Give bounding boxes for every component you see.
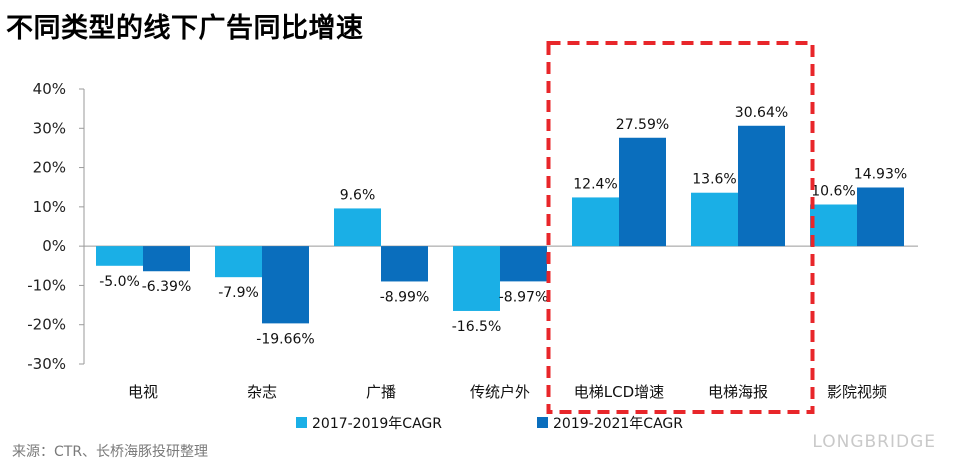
chart-title: 不同类型的线下广告同比增速 (6, 13, 364, 44)
bar-2-3 (381, 246, 428, 282)
y-tick-label: 40% (33, 80, 66, 98)
y-tick-label: 0% (42, 237, 66, 255)
y-tick-label: -30% (27, 355, 66, 373)
source-note: 来源：CTR、长桥海豚投研整理 (12, 444, 209, 460)
y-tick-label: 20% (33, 159, 66, 177)
category-label: 电梯海报 (708, 383, 768, 401)
legend-label: 2019-2021年CAGR (553, 416, 683, 432)
legend-swatch (537, 417, 548, 428)
data-label: -5.0% (99, 274, 140, 290)
bar-1-6 (691, 192, 738, 247)
data-label: -16.5% (452, 319, 502, 335)
data-label: 10.6% (811, 184, 855, 200)
bar-2-7 (857, 187, 904, 247)
y-tick-label: -10% (27, 276, 66, 294)
data-label: 27.59% (616, 117, 669, 133)
data-label: 30.64% (735, 105, 788, 121)
data-label: 14.93% (854, 166, 907, 182)
y-tick-label: 30% (33, 119, 66, 137)
data-label: -19.66% (256, 331, 314, 347)
data-label: -6.39% (142, 279, 192, 295)
bar-2-6 (738, 125, 785, 247)
bar-1-2 (215, 246, 262, 278)
bar-1-3 (334, 208, 381, 247)
bar-2-2 (262, 246, 309, 324)
bar-1-4 (453, 246, 500, 311)
data-label: 9.6% (340, 187, 376, 203)
bar-2-1 (143, 246, 190, 272)
data-label: 12.4% (573, 176, 617, 192)
bar-2-4 (500, 246, 547, 282)
data-label: -8.97% (499, 289, 549, 305)
category-label: 电梯LCD增速 (574, 383, 664, 401)
y-tick-label: 10% (33, 198, 66, 216)
category-label: 影院视频 (827, 383, 887, 401)
bar-1-7 (810, 204, 857, 247)
data-label: -8.99% (380, 289, 430, 305)
y-tick-label: -20% (27, 316, 66, 334)
data-label: -7.9% (218, 285, 259, 301)
watermark-logo: LONGBRIDGE (812, 432, 936, 452)
bar-2-5 (619, 137, 666, 247)
bar-1-5 (572, 197, 619, 247)
legend-label: 2017-2019年CAGR (312, 416, 442, 432)
bar-1-1 (96, 246, 143, 266)
legend-swatch (296, 417, 307, 428)
highlight-box (546, 41, 815, 414)
category-label: 广播 (366, 383, 396, 401)
category-label: 杂志 (247, 383, 277, 401)
data-label: 13.6% (692, 172, 736, 188)
category-label: 电视 (128, 383, 158, 401)
category-label: 传统户外 (470, 383, 530, 401)
